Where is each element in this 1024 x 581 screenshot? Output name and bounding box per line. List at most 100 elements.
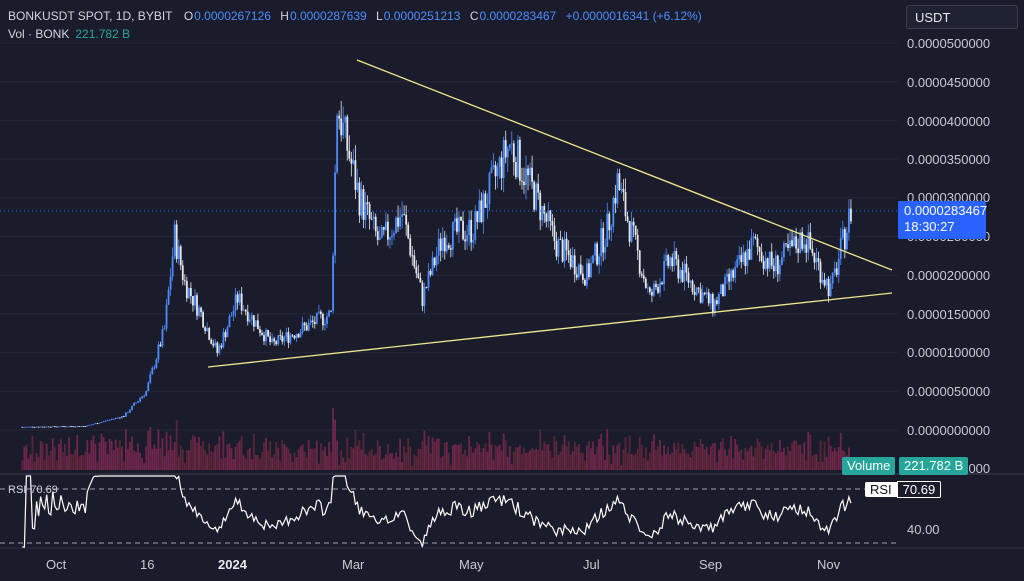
volume-bar — [620, 465, 623, 470]
candle-body — [348, 150, 351, 159]
candle-body — [689, 280, 692, 283]
volume-bar — [417, 448, 420, 470]
volume-bar — [478, 444, 481, 470]
volume-bar — [724, 449, 726, 470]
candle-body — [33, 426, 36, 428]
candle-body — [303, 322, 306, 326]
candle-body — [155, 359, 158, 368]
volume-bar — [234, 446, 237, 470]
candle-body — [764, 258, 767, 269]
volume-bar — [575, 446, 578, 470]
candle-body — [53, 426, 56, 428]
candle-body — [839, 237, 842, 259]
candle-body — [618, 173, 621, 191]
volume-bar — [149, 427, 152, 470]
candle-body — [705, 292, 708, 295]
candle-body — [37, 426, 40, 428]
candle-body — [525, 168, 527, 186]
rsi-legend[interactable]: RSI 70.69 — [8, 484, 58, 496]
candle-body — [131, 405, 133, 410]
price-tick: 0.0000050000 — [907, 384, 991, 399]
candle-body — [616, 173, 619, 204]
candle-body — [315, 312, 318, 324]
candle-body — [523, 181, 525, 186]
volume-bar — [462, 453, 464, 470]
volume-bar — [202, 440, 204, 470]
volume-bar — [364, 453, 367, 470]
volume-bar — [177, 456, 180, 470]
candle-body — [366, 202, 369, 205]
volume-bar — [722, 438, 724, 470]
candle-body — [766, 258, 769, 269]
volume-bar — [626, 453, 629, 470]
candle-body — [208, 327, 211, 340]
volume-bar — [533, 449, 536, 470]
price-tick: 0.0000200000 — [907, 268, 991, 283]
candle-body — [336, 115, 339, 173]
candle-body — [248, 319, 251, 322]
candle-body — [474, 211, 477, 241]
volume-legend-label[interactable]: Vol · BONK — [8, 27, 70, 41]
candle-body — [393, 233, 395, 236]
rsi-tag-label: RSI — [865, 482, 897, 497]
candle-body — [173, 224, 176, 257]
symbol-title[interactable]: BONKUSDT SPOT, 1D, BYBIT — [8, 9, 173, 23]
candle-body — [583, 279, 586, 286]
candle-body — [263, 335, 265, 342]
volume-bar — [821, 461, 824, 470]
candle-body — [41, 426, 44, 428]
volume-bar — [110, 440, 113, 470]
rsi-line — [22, 475, 852, 548]
currency-button[interactable]: USDT — [906, 5, 1018, 29]
volume-bar — [380, 459, 383, 470]
volume-bar — [783, 447, 785, 470]
candle-body — [738, 255, 741, 260]
volume-bar — [527, 452, 529, 470]
candle-body — [484, 193, 487, 208]
candle-body — [159, 344, 162, 347]
volume-bar — [33, 461, 36, 470]
volume-bar — [543, 441, 546, 470]
candle-body — [110, 419, 113, 420]
volume-bar — [703, 449, 706, 470]
volume-bar — [486, 451, 489, 470]
volume-bar — [571, 451, 574, 470]
volume-bar — [766, 444, 769, 470]
volume-bar — [464, 449, 466, 470]
volume-bar — [185, 450, 188, 470]
volume-bar — [789, 451, 791, 470]
volume-bar — [437, 438, 440, 470]
volume-bar — [630, 454, 633, 470]
candle-body — [437, 238, 440, 256]
lower-trendline[interactable] — [207, 292, 893, 368]
candle-body — [490, 167, 493, 174]
candle-body — [352, 160, 355, 164]
volume-bar — [701, 443, 704, 470]
candle-body — [758, 247, 761, 252]
candle-body — [441, 237, 444, 251]
volume-bar — [551, 457, 554, 470]
candle-body — [673, 251, 676, 267]
volume-bar — [141, 458, 144, 470]
upper-trendline[interactable] — [356, 59, 893, 271]
candle-body — [267, 329, 269, 337]
candle-body — [429, 270, 432, 275]
volume-bar — [689, 456, 692, 470]
volume-bar — [88, 453, 91, 470]
volume-bar — [484, 443, 487, 470]
volume-bar — [445, 442, 448, 470]
volume-bar — [760, 446, 763, 470]
volume-bar — [598, 439, 601, 470]
volume-bar — [718, 449, 720, 470]
volume-bar — [541, 450, 544, 470]
candle-body — [848, 208, 850, 233]
volume-bar — [720, 442, 722, 470]
volume-bar — [350, 446, 353, 470]
candle-body — [39, 426, 42, 428]
candle-body — [76, 426, 79, 427]
candle-body — [466, 235, 469, 242]
candle-body — [360, 189, 363, 216]
volume-bar — [653, 434, 655, 470]
candle-body — [801, 232, 804, 249]
